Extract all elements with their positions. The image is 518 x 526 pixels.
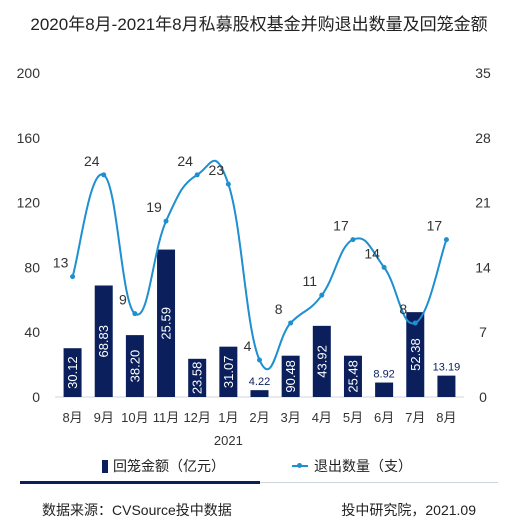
bar — [281, 355, 300, 397]
x-tick-label: 1月 — [218, 410, 238, 425]
y-right-tick-label: 35 — [475, 65, 491, 81]
y-left-tick-label: 40 — [24, 324, 40, 340]
line-point — [350, 237, 356, 243]
y-right-tick-label: 0 — [479, 389, 487, 405]
bar-value-label: 4.22 — [249, 376, 270, 388]
bar — [250, 390, 269, 397]
line-value-label: 17 — [333, 218, 349, 234]
footer-source: 数据来源：CVSource投中数据 — [42, 502, 232, 518]
bar — [125, 335, 144, 397]
footer-credit: 投中研究院，2021.09 — [341, 502, 476, 518]
bar — [63, 348, 82, 397]
y-right-tick-label: 14 — [475, 259, 491, 275]
legend-item-count: 退出数量（支） — [292, 456, 412, 476]
line-point — [257, 357, 262, 363]
line-value-label: 14 — [364, 245, 380, 261]
axes-layer: 0 40 80 120 160 200 0 7 14 21 28 35 8月 9月 10月 11月 12月 1月 2… — [17, 65, 491, 448]
bar-value-label: 68.83 — [96, 325, 111, 358]
line-value-label: 24 — [84, 153, 100, 169]
x-tick-label: 10月 — [121, 410, 148, 425]
x-tick-label: 9月 — [94, 410, 114, 425]
legend-bar-swatch — [102, 459, 108, 473]
x-tick-label: 2月 — [249, 410, 269, 425]
bar — [188, 358, 207, 397]
line-point — [412, 320, 418, 326]
line-value-label: 4 — [244, 338, 252, 354]
y-left-tick-label: 0 — [32, 389, 40, 405]
bar — [406, 312, 425, 397]
x-tick-label: 11月 — [153, 410, 180, 425]
y-right-tick-label: 7 — [479, 324, 487, 340]
line-value-label: 8 — [275, 301, 283, 317]
line-point — [443, 237, 449, 243]
line-point — [163, 218, 169, 224]
x-tick-label: 8月 — [436, 410, 456, 425]
line-point — [101, 172, 107, 178]
chart-title: 2020年8月-2021年8月私募股权基金并购退出数量及回笼金额 — [30, 15, 488, 34]
line-value-label: 17 — [427, 218, 443, 234]
legend-label-amount: 回笼金额（亿元） — [113, 458, 225, 474]
y-right-tick-label: 21 — [475, 195, 491, 211]
line-value-label: 9 — [119, 292, 127, 308]
bar — [312, 325, 331, 397]
line-value-label: 24 — [177, 153, 193, 169]
x-tick-label: 12月 — [183, 410, 210, 425]
line-point — [194, 172, 200, 178]
line-point — [319, 292, 325, 298]
line-value-label: 13 — [53, 255, 69, 271]
legend-line-swatch — [292, 463, 308, 468]
y-left-tick-label: 120 — [17, 195, 41, 211]
bar-value-label: 25.48 — [345, 360, 360, 393]
line-point — [288, 320, 294, 326]
bar-value-label: 30.12 — [65, 356, 80, 389]
line-point — [132, 311, 138, 317]
footer-accent-bar — [20, 481, 260, 484]
bar — [437, 375, 456, 397]
x-tick-label: 6月 — [374, 410, 394, 425]
line-value-label: 11 — [303, 273, 318, 289]
x-year-label: 2021 — [214, 433, 243, 448]
bar-value-label: 52.38 — [408, 338, 423, 371]
line-point — [70, 274, 76, 280]
bar — [375, 382, 394, 397]
bar — [157, 249, 176, 397]
bar-value-label: 13.19 — [433, 362, 461, 374]
bar-value-label: 31.07 — [221, 356, 236, 389]
chart-canvas: 0 40 80 120 160 200 0 7 14 21 28 35 8月 9月 10月 11月 12月 1月 2… — [17, 65, 491, 448]
bar-value-label: 25.59 — [159, 307, 174, 340]
y-left-tick-label: 160 — [17, 130, 41, 146]
bar-value-label: 43.92 — [314, 345, 329, 378]
bar — [94, 285, 113, 397]
bars-layer — [63, 249, 456, 397]
line-value-label: 23 — [209, 162, 225, 178]
labels-layer: 30.12 68.83 38.20 25.59 23.58 31.07 4.22 90.48 4… — [53, 153, 460, 394]
y-left-tick-label: 200 — [17, 65, 41, 81]
bar — [219, 346, 238, 397]
line-layer — [70, 159, 449, 371]
x-tick-label: 7月 — [405, 410, 425, 425]
legend-item-amount: 回笼金额（亿元） — [102, 456, 225, 476]
y-left-tick-label: 80 — [24, 259, 40, 275]
line-point — [225, 181, 231, 187]
bar-value-label: 8.92 — [373, 369, 394, 381]
bar-value-label: 90.48 — [283, 360, 298, 393]
legend-label-count: 退出数量（支） — [314, 458, 412, 474]
line-value-label: 8 — [399, 301, 407, 317]
x-tick-label: 8月 — [62, 410, 82, 425]
line-point — [381, 264, 387, 270]
line-value-label: 19 — [146, 199, 162, 215]
bar — [343, 355, 362, 397]
x-tick-label: 3月 — [281, 410, 301, 425]
x-tick-label: 5月 — [343, 410, 363, 425]
bar-value-label: 23.58 — [190, 362, 205, 395]
chart-legend: 回笼金额（亿元） 退出数量（支） — [0, 456, 518, 476]
y-right-tick-label: 28 — [475, 130, 491, 146]
x-tick-label: 4月 — [312, 410, 332, 425]
bar-value-label: 38.20 — [127, 350, 142, 383]
